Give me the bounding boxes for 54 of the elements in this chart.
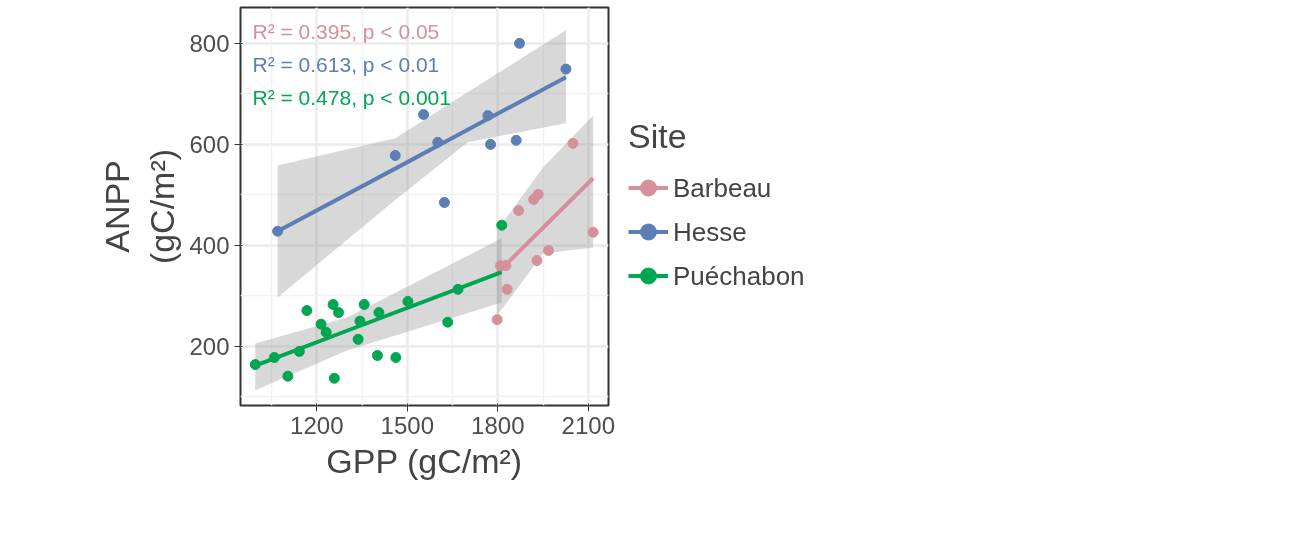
point — [501, 283, 513, 295]
point — [402, 295, 414, 307]
point — [282, 370, 294, 382]
point — [320, 326, 332, 338]
point — [496, 219, 508, 231]
annotation: R² = 0.478, p < 0.001 — [252, 85, 451, 109]
point — [513, 205, 525, 217]
point — [327, 298, 339, 310]
point — [315, 318, 327, 330]
point — [560, 63, 572, 75]
y-tick-label: 400 — [189, 231, 230, 259]
x-tick-label: 1200 — [290, 411, 344, 439]
point — [390, 352, 402, 364]
point — [485, 138, 497, 150]
point — [452, 283, 464, 295]
legend-label: Hesse — [673, 215, 747, 248]
point — [432, 136, 444, 148]
point — [587, 226, 599, 238]
point — [293, 345, 305, 357]
point — [510, 134, 522, 146]
point — [268, 352, 280, 364]
legend-title: Site — [628, 116, 688, 156]
point — [418, 109, 430, 121]
annotation: R² = 0.613, p < 0.01 — [252, 52, 440, 76]
x-axis-title: GPP (gC/m²) — [326, 441, 523, 480]
point — [514, 37, 526, 49]
annotation: R² = 0.395, p < 0.05 — [252, 19, 440, 43]
y-tick-label: 200 — [189, 332, 230, 360]
point — [532, 188, 544, 200]
legend-label: Barbeau — [673, 171, 772, 204]
point — [358, 298, 370, 310]
legend-label: Puéchabon — [673, 259, 805, 292]
point — [531, 255, 543, 267]
point — [272, 225, 284, 237]
point — [482, 110, 494, 122]
point — [333, 307, 345, 319]
y-tick-label: 800 — [189, 29, 230, 57]
y-axis-title: ANPP (gC/m²) — [97, 148, 182, 265]
point — [373, 307, 385, 319]
point — [491, 314, 503, 326]
point — [438, 196, 450, 208]
point — [442, 316, 454, 328]
point — [371, 350, 383, 361]
point — [542, 244, 554, 256]
x-tick-label: 2100 — [561, 411, 615, 439]
x-tick-label: 1500 — [380, 411, 434, 439]
point — [328, 372, 340, 384]
x-tick-label: 1800 — [471, 411, 525, 439]
y-tick-label: 600 — [189, 130, 230, 158]
point — [389, 150, 401, 161]
point — [301, 305, 313, 317]
point — [249, 359, 261, 371]
point — [567, 137, 579, 149]
point — [352, 333, 364, 345]
